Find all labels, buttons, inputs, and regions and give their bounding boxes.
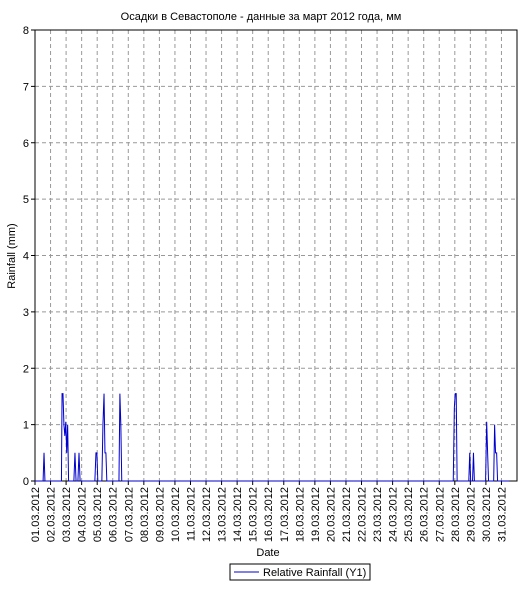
x-tick-label: 13.03.2012 xyxy=(217,487,229,542)
x-tick-label: 16.03.2012 xyxy=(263,487,275,542)
x-tick-label: 01.03.2012 xyxy=(30,487,42,542)
x-tick-label: 14.03.2012 xyxy=(232,487,244,542)
x-tick-label: 25.03.2012 xyxy=(403,487,415,542)
x-tick-label: 07.03.2012 xyxy=(123,487,135,542)
x-tick-label: 10.03.2012 xyxy=(170,487,182,542)
x-tick-label: 17.03.2012 xyxy=(279,487,291,542)
legend-box xyxy=(229,563,371,581)
x-tick-label: 20.03.2012 xyxy=(325,487,337,542)
x-tick-label: 02.03.2012 xyxy=(46,487,58,542)
data-line xyxy=(35,393,510,482)
y-tick-label: 3 xyxy=(23,307,29,319)
x-tick-label: 11.03.2012 xyxy=(185,487,197,541)
y-tick-label: 7 xyxy=(23,81,29,93)
x-tick-label: 05.03.2012 xyxy=(92,487,104,542)
x-tick-label: 27.03.2012 xyxy=(434,487,446,542)
x-tick-label: 29.03.2012 xyxy=(465,487,477,542)
y-tick-label: 4 xyxy=(23,251,29,263)
x-tick-label: 31.03.2012 xyxy=(496,487,508,542)
x-tick-label: 15.03.2012 xyxy=(248,487,260,542)
y-tick-label: 6 xyxy=(23,138,29,150)
y-tick-label: 5 xyxy=(23,194,29,206)
x-tick-label: 03.03.2012 xyxy=(61,487,73,542)
x-tick-label: 28.03.2012 xyxy=(450,487,462,542)
x-tick-label: 06.03.2012 xyxy=(108,487,120,542)
y-tick-label: 2 xyxy=(23,363,29,375)
x-tick-label: 08.03.2012 xyxy=(139,487,151,542)
legend-label: Relative Rainfall (Y1) xyxy=(263,567,366,579)
x-tick-label: 04.03.2012 xyxy=(77,487,89,542)
x-tick-label: 12.03.2012 xyxy=(201,487,213,542)
x-tick-label: 18.03.2012 xyxy=(294,487,306,542)
y-axis-label: Rainfall (mm) xyxy=(6,223,18,288)
x-tick-label: 22.03.2012 xyxy=(357,487,369,542)
x-tick-label: 30.03.2012 xyxy=(481,487,493,542)
y-tick-label: 1 xyxy=(23,420,29,432)
x-axis-label: Date xyxy=(256,547,279,559)
chart-title: Осадки в Севастополе - данные за март 20… xyxy=(121,11,402,23)
x-tick-label: 19.03.2012 xyxy=(310,487,322,542)
x-tick-label: 09.03.2012 xyxy=(154,487,166,542)
x-tick-label: 26.03.2012 xyxy=(419,487,431,542)
x-tick-label: 21.03.2012 xyxy=(341,487,353,542)
y-tick-label: 0 xyxy=(23,476,29,488)
x-tick-label: 23.03.2012 xyxy=(372,487,384,542)
x-tick-label: 24.03.2012 xyxy=(388,487,400,542)
y-tick-label: 8 xyxy=(23,25,29,37)
